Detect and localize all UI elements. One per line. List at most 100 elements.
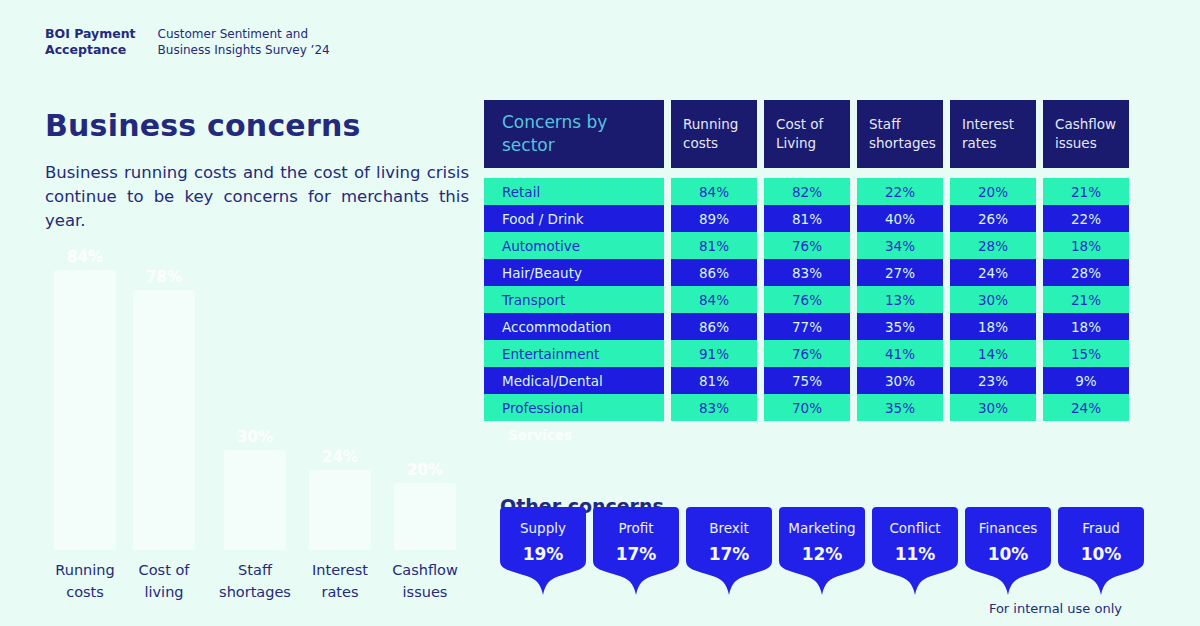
value-cell: 82% xyxy=(764,178,850,205)
badge-label: Profit xyxy=(593,520,679,536)
value-cell: 22% xyxy=(1043,205,1129,232)
sector-cell: Entertainment xyxy=(484,340,664,367)
value-cell: 41% xyxy=(857,340,943,367)
sector-cell: Medical/Dental xyxy=(484,367,664,394)
value-cell: 76% xyxy=(764,232,850,259)
other-concern-badge: Profit 17% xyxy=(593,507,679,595)
ghost-bar xyxy=(224,450,286,550)
value-cell: 83% xyxy=(671,394,757,421)
bar-value-label: 20% xyxy=(407,461,443,479)
table-row: Hair/Beauty 86% 83% 27% 24% 28% xyxy=(484,259,1130,286)
ghost-bar-chart: 84% 78% 30% 24% 20% xyxy=(45,200,470,550)
value-cell: 34% xyxy=(857,232,943,259)
table-body: Retail 84% 82% 22% 20% 21% Food / Drink … xyxy=(484,178,1130,421)
ghost-text-services: Services xyxy=(508,427,572,443)
badge-value: 17% xyxy=(593,544,679,564)
value-cell: 77% xyxy=(764,313,850,340)
table-title-cell: Concerns by sector xyxy=(484,100,664,168)
badge-label: Conflict xyxy=(872,520,958,536)
value-cell: 14% xyxy=(950,340,1036,367)
other-concerns-badges: Supply 19% Profit 17% Brexit 17% Marketi… xyxy=(500,507,1144,595)
value-cell: 27% xyxy=(857,259,943,286)
sector-cell: Food / Drink xyxy=(484,205,664,232)
value-cell: 86% xyxy=(671,259,757,286)
ghost-bar xyxy=(309,470,371,550)
badge-value: 17% xyxy=(686,544,772,564)
column-header-staff-shortages: Staff shortages xyxy=(857,100,943,168)
value-cell: 35% xyxy=(857,394,943,421)
sector-cell: Hair/Beauty xyxy=(484,259,664,286)
bar-slot: 78% xyxy=(124,268,204,550)
table-row: Medical/Dental 81% 75% 30% 23% 9% xyxy=(484,367,1130,394)
value-cell: 30% xyxy=(857,367,943,394)
table-row: Food / Drink 89% 81% 40% 26% 22% xyxy=(484,205,1130,232)
badge-value: 19% xyxy=(500,544,586,564)
bar-value-label: 78% xyxy=(146,268,182,286)
bar-value-label: 24% xyxy=(322,448,358,466)
footer-note: For internal use only xyxy=(989,601,1122,616)
value-cell: 76% xyxy=(764,286,850,313)
table-row: Accommodation 86% 77% 35% 18% 18% xyxy=(484,313,1130,340)
axis-label: Cost of living xyxy=(124,560,204,604)
sector-table: Concerns by sector Running costs Cost of… xyxy=(484,100,1130,421)
value-cell: 21% xyxy=(1043,178,1129,205)
x-axis-labels: Running costs Cost of living Staff short… xyxy=(45,560,470,610)
brand-logo-line2: Acceptance xyxy=(45,42,136,58)
axis-label: Staff shortages xyxy=(215,560,295,604)
badge-value: 10% xyxy=(1058,544,1144,564)
badge-value: 10% xyxy=(965,544,1051,564)
bar-value-label: 84% xyxy=(67,248,103,266)
value-cell: 13% xyxy=(857,286,943,313)
value-cell: 84% xyxy=(671,178,757,205)
other-concern-badge: Marketing 12% xyxy=(779,507,865,595)
value-cell: 24% xyxy=(950,259,1036,286)
table-row: Professional 83% 70% 35% 30% 24% xyxy=(484,394,1130,421)
sector-cell: Transport xyxy=(484,286,664,313)
bar-slot: 24% xyxy=(300,448,380,550)
badge-label: Finances xyxy=(965,520,1051,536)
brand-header: BOI Payment Acceptance Customer Sentimen… xyxy=(45,26,330,59)
table-row: Automotive 81% 76% 34% 28% 18% xyxy=(484,232,1130,259)
column-header-running-costs: Running costs xyxy=(671,100,757,168)
value-cell: 23% xyxy=(950,367,1036,394)
sector-cell: Accommodation xyxy=(484,313,664,340)
ghost-bar xyxy=(394,483,456,550)
value-cell: 20% xyxy=(950,178,1036,205)
badge-value: 12% xyxy=(779,544,865,564)
value-cell: 89% xyxy=(671,205,757,232)
value-cell: 83% xyxy=(764,259,850,286)
value-cell: 81% xyxy=(671,232,757,259)
value-cell: 18% xyxy=(1043,313,1129,340)
table-row: Retail 84% 82% 22% 20% 21% xyxy=(484,178,1130,205)
value-cell: 86% xyxy=(671,313,757,340)
badge-label: Fraud xyxy=(1058,520,1144,536)
value-cell: 91% xyxy=(671,340,757,367)
value-cell: 15% xyxy=(1043,340,1129,367)
value-cell: 81% xyxy=(764,205,850,232)
sector-cell: Automotive xyxy=(484,232,664,259)
badge-value: 11% xyxy=(872,544,958,564)
value-cell: 28% xyxy=(1043,259,1129,286)
other-concern-badge: Fraud 10% xyxy=(1058,507,1144,595)
value-cell: 18% xyxy=(950,313,1036,340)
page-title: Business concerns xyxy=(45,108,361,143)
sector-cell: Retail xyxy=(484,178,664,205)
column-header-cashflow-issues: Cashflow issues xyxy=(1043,100,1129,168)
value-cell: 18% xyxy=(1043,232,1129,259)
other-concern-badge: Brexit 17% xyxy=(686,507,772,595)
value-cell: 9% xyxy=(1043,367,1129,394)
other-concern-badge: Finances 10% xyxy=(965,507,1051,595)
other-concern-badge: Conflict 11% xyxy=(872,507,958,595)
badge-label: Marketing xyxy=(779,520,865,536)
brand-logo: BOI Payment Acceptance xyxy=(45,26,136,59)
bar-slot: 30% xyxy=(215,428,295,550)
value-cell: 81% xyxy=(671,367,757,394)
ghost-bar xyxy=(133,290,195,550)
value-cell: 70% xyxy=(764,394,850,421)
value-cell: 21% xyxy=(1043,286,1129,313)
axis-label: Interest rates xyxy=(300,560,380,604)
value-cell: 75% xyxy=(764,367,850,394)
value-cell: 35% xyxy=(857,313,943,340)
value-cell: 76% xyxy=(764,340,850,367)
value-cell: 84% xyxy=(671,286,757,313)
